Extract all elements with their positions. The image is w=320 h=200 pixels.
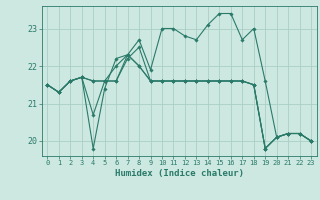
X-axis label: Humidex (Indice chaleur): Humidex (Indice chaleur) <box>115 169 244 178</box>
